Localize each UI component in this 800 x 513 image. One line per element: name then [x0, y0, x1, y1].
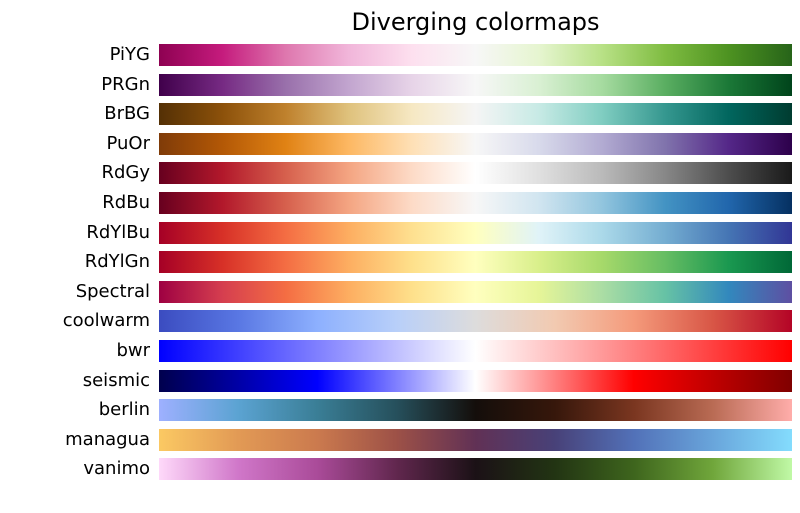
colormap-label: seismic	[82, 369, 150, 391]
colormap-label: RdGy	[101, 162, 150, 184]
colormap-gradient-bar	[159, 428, 792, 451]
colormap-gradient-bar	[159, 280, 792, 303]
colormap-row: seismic	[0, 369, 800, 392]
colormap-label: managua	[65, 428, 150, 450]
colormap-label: PuOr	[106, 132, 150, 154]
colormap-gradient-bar	[159, 399, 792, 422]
colormap-label: RdBu	[102, 191, 150, 213]
colormap-gradient-bar	[159, 369, 792, 392]
colormap-row: vanimo	[0, 458, 800, 481]
colormap-rows: PiYG PRGn BrBG PuOr RdGy RdBu RdYlBu RdY…	[0, 44, 800, 481]
colormap-gradient-bar	[159, 73, 792, 96]
colormap-label: RdYlGn	[84, 251, 150, 273]
colormap-gradient-bar	[159, 191, 792, 214]
colormap-gradient-bar	[159, 339, 792, 362]
colormap-gradient-bar	[159, 44, 792, 66]
colormap-label: berlin	[98, 399, 150, 421]
colormap-row: RdBu	[0, 191, 800, 214]
colormap-gradient-bar	[159, 221, 792, 244]
colormap-label: vanimo	[83, 458, 150, 480]
colormap-row: RdYlGn	[0, 251, 800, 274]
colormap-row: PRGn	[0, 73, 800, 96]
colormap-gradient-bar	[159, 132, 792, 155]
colormap-gradient-bar	[159, 310, 792, 333]
colormap-label: RdYlBu	[86, 221, 150, 243]
colormap-label: BrBG	[104, 103, 150, 125]
colormap-row: BrBG	[0, 103, 800, 126]
colormap-row: RdYlBu	[0, 221, 800, 244]
colormap-label: bwr	[116, 339, 150, 361]
colormap-label: PiYG	[109, 44, 150, 65]
colormap-row: bwr	[0, 339, 800, 362]
colormap-gradient-bar	[159, 162, 792, 185]
colormap-gradient-bar	[159, 251, 792, 274]
colormap-row: managua	[0, 428, 800, 451]
colormap-row: PiYG	[0, 44, 800, 66]
colormap-label: Spectral	[75, 280, 150, 302]
colormap-gradient-bar	[159, 103, 792, 126]
colormap-row: berlin	[0, 399, 800, 422]
colormap-row: coolwarm	[0, 310, 800, 333]
figure-title: Diverging colormaps	[351, 8, 600, 36]
colormap-row: Spectral	[0, 280, 800, 303]
colormap-row: PuOr	[0, 132, 800, 155]
colormap-gradient-bar	[159, 458, 792, 481]
colormap-label: coolwarm	[62, 310, 150, 332]
colormap-label: PRGn	[101, 73, 150, 95]
colormap-row: RdGy	[0, 162, 800, 185]
